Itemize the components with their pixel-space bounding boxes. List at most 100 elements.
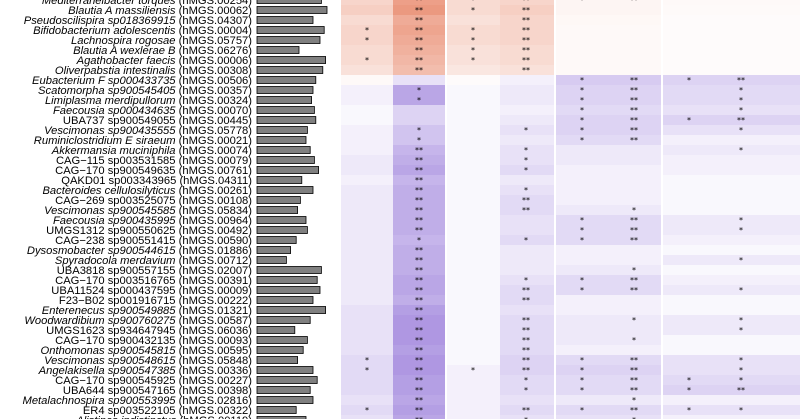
row-label: Limiplasma merdipullorum (hMGS.00324) [45,95,252,107]
species-name: Blautia A wexlerae B [73,45,176,57]
abundance-bar [256,146,311,154]
heat-cell [556,125,608,136]
species-name: Angelakisella sp900547385 [38,365,177,377]
significance-star: ** [415,166,423,175]
heat-cell [341,15,393,26]
row-label: UBA737 sp900549055 (hMGS.00445) [63,115,252,127]
heat-cell [715,375,800,386]
significance-star: * [580,406,584,415]
significance-star: ** [415,256,423,265]
heat-cell [447,385,500,396]
significance-star: ** [415,356,423,365]
significance-star: ** [415,176,423,185]
species-id: (hMGS.00093) [176,335,253,347]
significance-star: ** [415,216,423,225]
heat-cell [715,215,800,226]
heat-cell [608,245,661,256]
significance-star: * [580,226,584,235]
significance-star: ** [630,126,638,135]
heat-cell [608,15,661,26]
heat-cell [447,185,500,196]
abundance-bar [256,46,300,54]
row-label: Blautia A wexlerae B (hMGS.06276) [73,45,252,57]
heat-cell [608,195,661,206]
heat-cell [608,85,661,96]
species-id: (hMGS.00357) [176,85,253,97]
row-label: Bacteroides cellulosilyticus (hMGS.00261… [42,185,252,197]
species-id: (hMGS.00021) [176,135,253,147]
heat-cell [663,105,715,116]
heat-cell [663,25,715,36]
species-name: Limiplasma merdipullorum [45,95,176,107]
heat-cell [556,205,608,216]
heat-cell [500,335,554,346]
heat-cell [393,0,445,6]
heat-cell [715,235,800,246]
abundance-bar [256,346,304,354]
heat-cell [608,375,661,386]
row-label: Enterenecus sp900549885 (hMGS.01321) [42,305,253,317]
heat-cell [608,165,661,176]
heat-cell [608,335,661,346]
significance-star: ** [522,366,530,375]
abundance-bar [256,406,297,414]
abundance-bar [256,76,317,84]
abundance-bar [256,376,318,384]
heat-cell [393,255,445,266]
heat-cell [447,365,500,376]
heat-cell [556,165,608,176]
heat-cell [556,0,608,6]
heat-cell [715,305,800,316]
significance-star: * [365,356,369,365]
heat-cell [393,205,445,216]
heat-cell [608,75,661,86]
heat-cell [500,355,554,366]
species-name: Eubacterium F sp000433735 [32,75,176,87]
heat-cell [715,365,800,376]
heat-cell [341,395,393,406]
heat-cell [715,255,800,266]
heat-cell [393,155,445,166]
heat-cell [500,375,554,386]
significance-star: * [580,376,584,385]
abundance-bar [256,66,324,74]
species-id: (hMGS.00492) [176,225,253,237]
heat-cell [447,405,500,416]
heat-cell [715,385,800,396]
heat-cell [393,385,445,396]
significance-star: * [524,166,528,175]
significance-star: * [471,36,475,45]
heat-cell [447,325,500,336]
heat-cell [715,175,800,186]
heat-cell [608,155,661,166]
significance-star: * [471,6,475,15]
heat-cell [500,405,554,416]
heat-cell [341,185,393,196]
heat-cell [715,15,800,26]
heat-cell [608,185,661,196]
species-id: (hMGS.05834) [176,205,253,217]
heat-cell [447,135,500,146]
heat-cell [715,315,800,326]
species-name: Metalachnospira sp900553995 [23,395,177,407]
species-id: (hMGS.00108) [176,195,253,207]
heat-cell [663,65,715,76]
heat-cell [341,265,393,276]
heat-cell [715,165,800,176]
heat-cell [556,45,608,56]
heat-cell [608,65,661,76]
significance-star: ** [630,216,638,225]
significance-star: ** [415,46,423,55]
species-id: (hMGS.00261) [176,185,253,197]
heat-cell [447,275,500,286]
significance-star: * [580,216,584,225]
row-label: F23−B02 sp001916715 (hMGS.00222) [59,295,252,307]
heat-cell [663,375,715,386]
heat-cell [393,185,445,196]
significance-star: * [524,276,528,285]
heat-cell [393,395,445,406]
heat-cell [556,295,608,306]
heat-cell [393,115,445,126]
row-label: Akkermansia muciniphila (hMGS.00074) [51,145,253,157]
species-id: (hMGS.02007) [176,265,253,277]
